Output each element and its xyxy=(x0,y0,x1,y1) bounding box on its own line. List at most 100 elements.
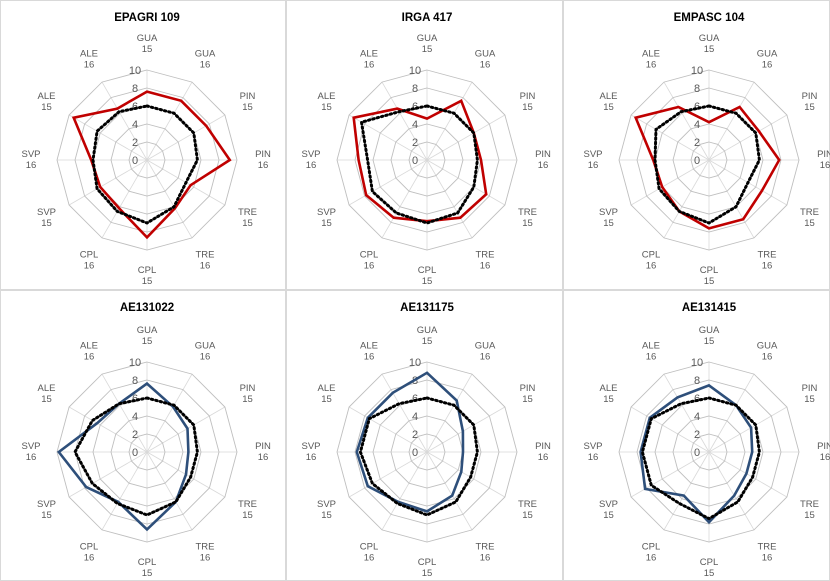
r-tick-label: 10 xyxy=(691,357,703,369)
radar-spoke xyxy=(146,81,193,161)
radar-spoke xyxy=(348,451,428,498)
grid-ring-2 xyxy=(690,433,728,471)
grid-ring-8 xyxy=(74,87,220,233)
category-label: CPL 16 xyxy=(360,250,378,272)
category-label: ALE 15 xyxy=(600,91,618,113)
category-label: CPL 15 xyxy=(138,265,156,287)
r-tick-label: 8 xyxy=(694,375,700,387)
radar-panel-2: 0 2 4 6 8 10 GUA 15 GUA 16 PIN 15 PIN 16 TRE 15 TRE 16 CPL… xyxy=(286,0,563,290)
radar-spoke xyxy=(68,114,148,161)
radar-spoke xyxy=(426,373,473,453)
category-label: TRE 15 xyxy=(518,207,537,229)
radar-spoke xyxy=(708,81,755,161)
category-label: PIN 15 xyxy=(520,91,536,113)
grid-ring-10 xyxy=(618,361,800,543)
r-tick-label: 4 xyxy=(132,119,138,131)
radar-spoke xyxy=(426,451,506,498)
radar-spoke xyxy=(146,451,193,531)
radar-spoke xyxy=(708,406,788,453)
category-label: SVP 16 xyxy=(21,149,40,171)
category-label: CPL 15 xyxy=(700,557,718,579)
radar-spoke xyxy=(708,451,788,498)
r-tick-label: 2 xyxy=(412,429,418,441)
r-tick-label: 6 xyxy=(132,393,138,405)
r-tick-label: 2 xyxy=(132,137,138,149)
category-label: ALE 16 xyxy=(642,341,660,363)
r-tick-label: 2 xyxy=(694,429,700,441)
radar-spoke xyxy=(426,159,473,239)
radar-spoke xyxy=(101,451,148,531)
radar-spoke xyxy=(68,159,148,206)
grid-ring-4 xyxy=(390,415,464,489)
category-label: ALE 16 xyxy=(360,341,378,363)
series-line-solid xyxy=(355,371,465,513)
series-line-solid xyxy=(56,381,190,532)
series-line-dotted xyxy=(358,396,479,517)
category-label: TRE 15 xyxy=(238,499,257,521)
r-tick-label: 0 xyxy=(694,447,700,459)
r-tick-label: 8 xyxy=(412,83,418,95)
grid-ring-8 xyxy=(354,379,500,525)
r-tick-label: 0 xyxy=(694,155,700,167)
category-label: SVP 15 xyxy=(37,207,56,229)
r-tick-label: 10 xyxy=(409,65,421,77)
category-label: PIN 16 xyxy=(535,149,551,171)
radar-spoke xyxy=(146,114,226,161)
grid-ring-8 xyxy=(354,87,500,233)
grid-ring-4 xyxy=(390,123,464,197)
category-label: GUA 15 xyxy=(699,325,720,347)
category-label: PIN 15 xyxy=(240,383,256,405)
series-line-dotted xyxy=(359,104,479,225)
r-tick-label: 8 xyxy=(694,83,700,95)
category-label: SVP 16 xyxy=(583,149,602,171)
r-tick-label: 8 xyxy=(132,83,138,95)
category-label: TRE 16 xyxy=(476,250,495,272)
radar-spoke xyxy=(381,159,428,239)
r-tick-label: 2 xyxy=(132,429,138,441)
radar-spoke xyxy=(101,373,148,453)
category-label: CPL 15 xyxy=(418,265,436,287)
grid-ring-2 xyxy=(690,141,728,179)
category-label: SVP 16 xyxy=(21,441,40,463)
grid-ring-4 xyxy=(110,123,184,197)
grid-ring-8 xyxy=(636,87,782,233)
category-label: SVP 15 xyxy=(317,499,336,521)
category-label: TRE 15 xyxy=(518,499,537,521)
category-label: PIN 16 xyxy=(255,149,271,171)
category-label: ALE 16 xyxy=(360,49,378,71)
series-line-dotted xyxy=(73,396,199,517)
radar-spoke xyxy=(426,114,506,161)
r-tick-label: 4 xyxy=(694,119,700,131)
r-tick-label: 2 xyxy=(694,137,700,149)
grid-ring-4 xyxy=(672,415,746,489)
radar-spoke xyxy=(381,81,428,161)
radar-spoke xyxy=(708,373,755,453)
category-label: ALE 15 xyxy=(600,383,618,405)
r-tick-label: 4 xyxy=(694,411,700,423)
category-label: SVP 15 xyxy=(37,499,56,521)
category-label: CPL 16 xyxy=(642,542,660,564)
category-label: CPL 16 xyxy=(80,542,98,564)
radar-spoke xyxy=(630,159,710,206)
category-label: TRE 16 xyxy=(758,250,777,272)
grid-ring-10 xyxy=(56,361,238,543)
radar-spoke xyxy=(146,406,226,453)
category-label: ALE 16 xyxy=(80,341,98,363)
r-tick-label: 8 xyxy=(132,375,138,387)
radar-spoke xyxy=(146,159,193,239)
r-tick-label: 10 xyxy=(129,65,141,77)
series-line-solid xyxy=(71,90,232,240)
chart-title: IRGA 417 xyxy=(402,12,453,24)
category-label: TRE 16 xyxy=(758,542,777,564)
category-label: GUA 16 xyxy=(475,49,496,71)
r-tick-label: 0 xyxy=(132,155,138,167)
r-tick-label: 4 xyxy=(132,411,138,423)
category-label: PIN 16 xyxy=(817,149,830,171)
grid-ring-10 xyxy=(56,69,238,251)
category-label: GUA 15 xyxy=(699,33,720,55)
radar-spoke xyxy=(381,373,428,453)
category-label: ALE 15 xyxy=(38,91,56,113)
